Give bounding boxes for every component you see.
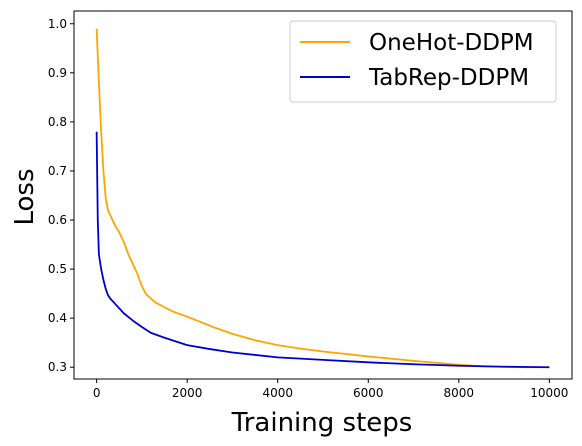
- legend-label-tabrep: TabRep-DDPM: [368, 65, 529, 91]
- x-tick-label: 8000: [444, 386, 475, 400]
- y-tick-label: 0.4: [48, 311, 67, 325]
- axes-group: [73, 10, 573, 380]
- x-tick-label: 10000: [530, 386, 568, 400]
- series-group: [95, 28, 550, 369]
- y-tick-label: 0.3: [48, 360, 67, 374]
- axes-frame: [73, 10, 573, 380]
- legend: OneHot-DDPM TabRep-DDPM: [289, 20, 557, 103]
- series-line-tabrep-ddpm: [95, 131, 550, 369]
- x-tick-label: 0: [93, 386, 101, 400]
- y-tick-label: 0.6: [48, 213, 67, 227]
- y-tick-label: 0.5: [48, 262, 67, 276]
- x-tick-label: 2000: [172, 386, 203, 400]
- ticks-group: 0 2000 4000 6000 8000 10000 0.3 0.4 0.5 0.6 0.7 0.8…: [48, 17, 569, 400]
- y-tick-label: 0.9: [48, 66, 67, 80]
- y-axis-title: Loss: [10, 168, 40, 225]
- x-tick-label: 4000: [262, 386, 293, 400]
- legend-label-onehot: OneHot-DDPM: [369, 30, 534, 56]
- series-line-onehot-ddpm: [95, 28, 550, 369]
- x-axis-title: Training steps: [231, 408, 413, 438]
- y-tick-label: 0.7: [48, 164, 67, 178]
- y-tick-label: 1.0: [48, 17, 67, 31]
- y-tick-label: 0.8: [48, 115, 67, 129]
- x-tick-label: 6000: [353, 386, 384, 400]
- legend-box: [289, 20, 557, 103]
